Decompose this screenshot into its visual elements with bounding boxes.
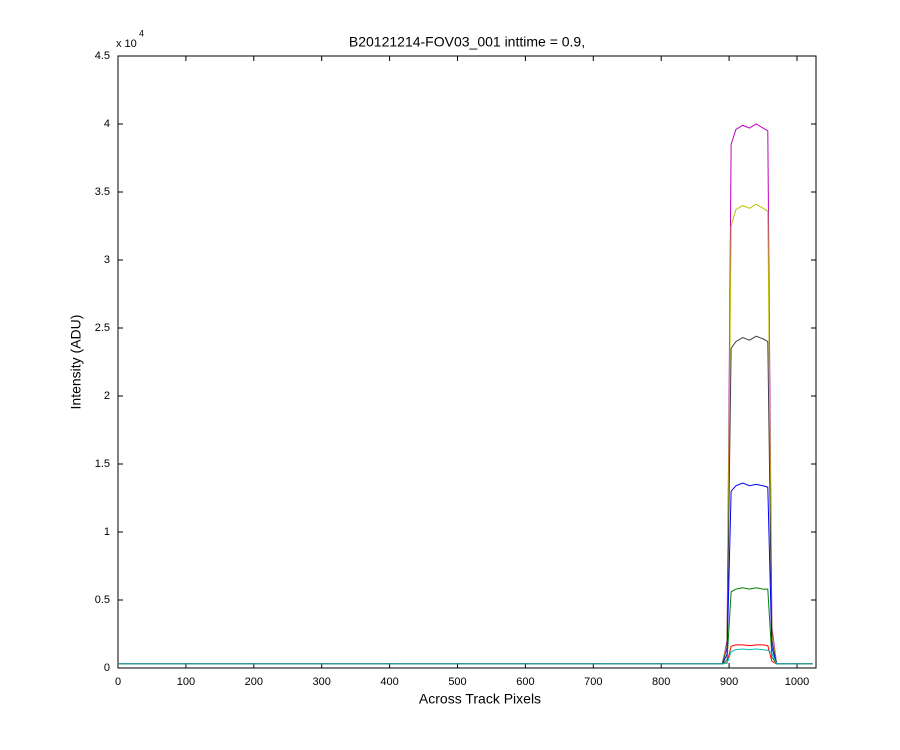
x-tick-label: 100 — [177, 676, 195, 688]
plot-frame — [117, 55, 817, 669]
x-tick-label: 400 — [380, 676, 398, 688]
x-tick-label: 900 — [720, 676, 738, 688]
y-tick-label: 0 — [104, 662, 110, 674]
y-axis-label: Intensity (ADU) — [68, 315, 84, 410]
x-tick-label: 500 — [448, 676, 466, 688]
x-tick-label: 700 — [584, 676, 602, 688]
y-scale-exponent: 4 — [139, 28, 144, 38]
y-tick-label: 2.5 — [95, 322, 110, 334]
chart-title: B20121214-FOV03_001 inttime = 0.9, — [349, 34, 585, 50]
x-tick-label: 1000 — [785, 676, 809, 688]
y-tick-label: 3 — [104, 254, 110, 266]
x-tick-label: 200 — [245, 676, 263, 688]
y-tick-label: 1 — [104, 526, 110, 538]
x-tick-label: 0 — [115, 676, 121, 688]
y-tick-label: 4 — [104, 118, 110, 130]
y-tick-label: 4.5 — [95, 50, 110, 62]
y-tick-label: 2 — [104, 390, 110, 402]
x-axis-label: Across Track Pixels — [419, 691, 541, 707]
series-line — [118, 648, 813, 665]
x-tick-label: 800 — [652, 676, 670, 688]
y-tick-label: 0.5 — [95, 594, 110, 606]
y-scale-base: x 10 — [116, 38, 137, 50]
y-tick-label: 3.5 — [95, 186, 110, 198]
y-tick-label: 1.5 — [95, 458, 110, 470]
x-tick-label: 300 — [313, 676, 331, 688]
x-tick-label: 600 — [516, 676, 534, 688]
